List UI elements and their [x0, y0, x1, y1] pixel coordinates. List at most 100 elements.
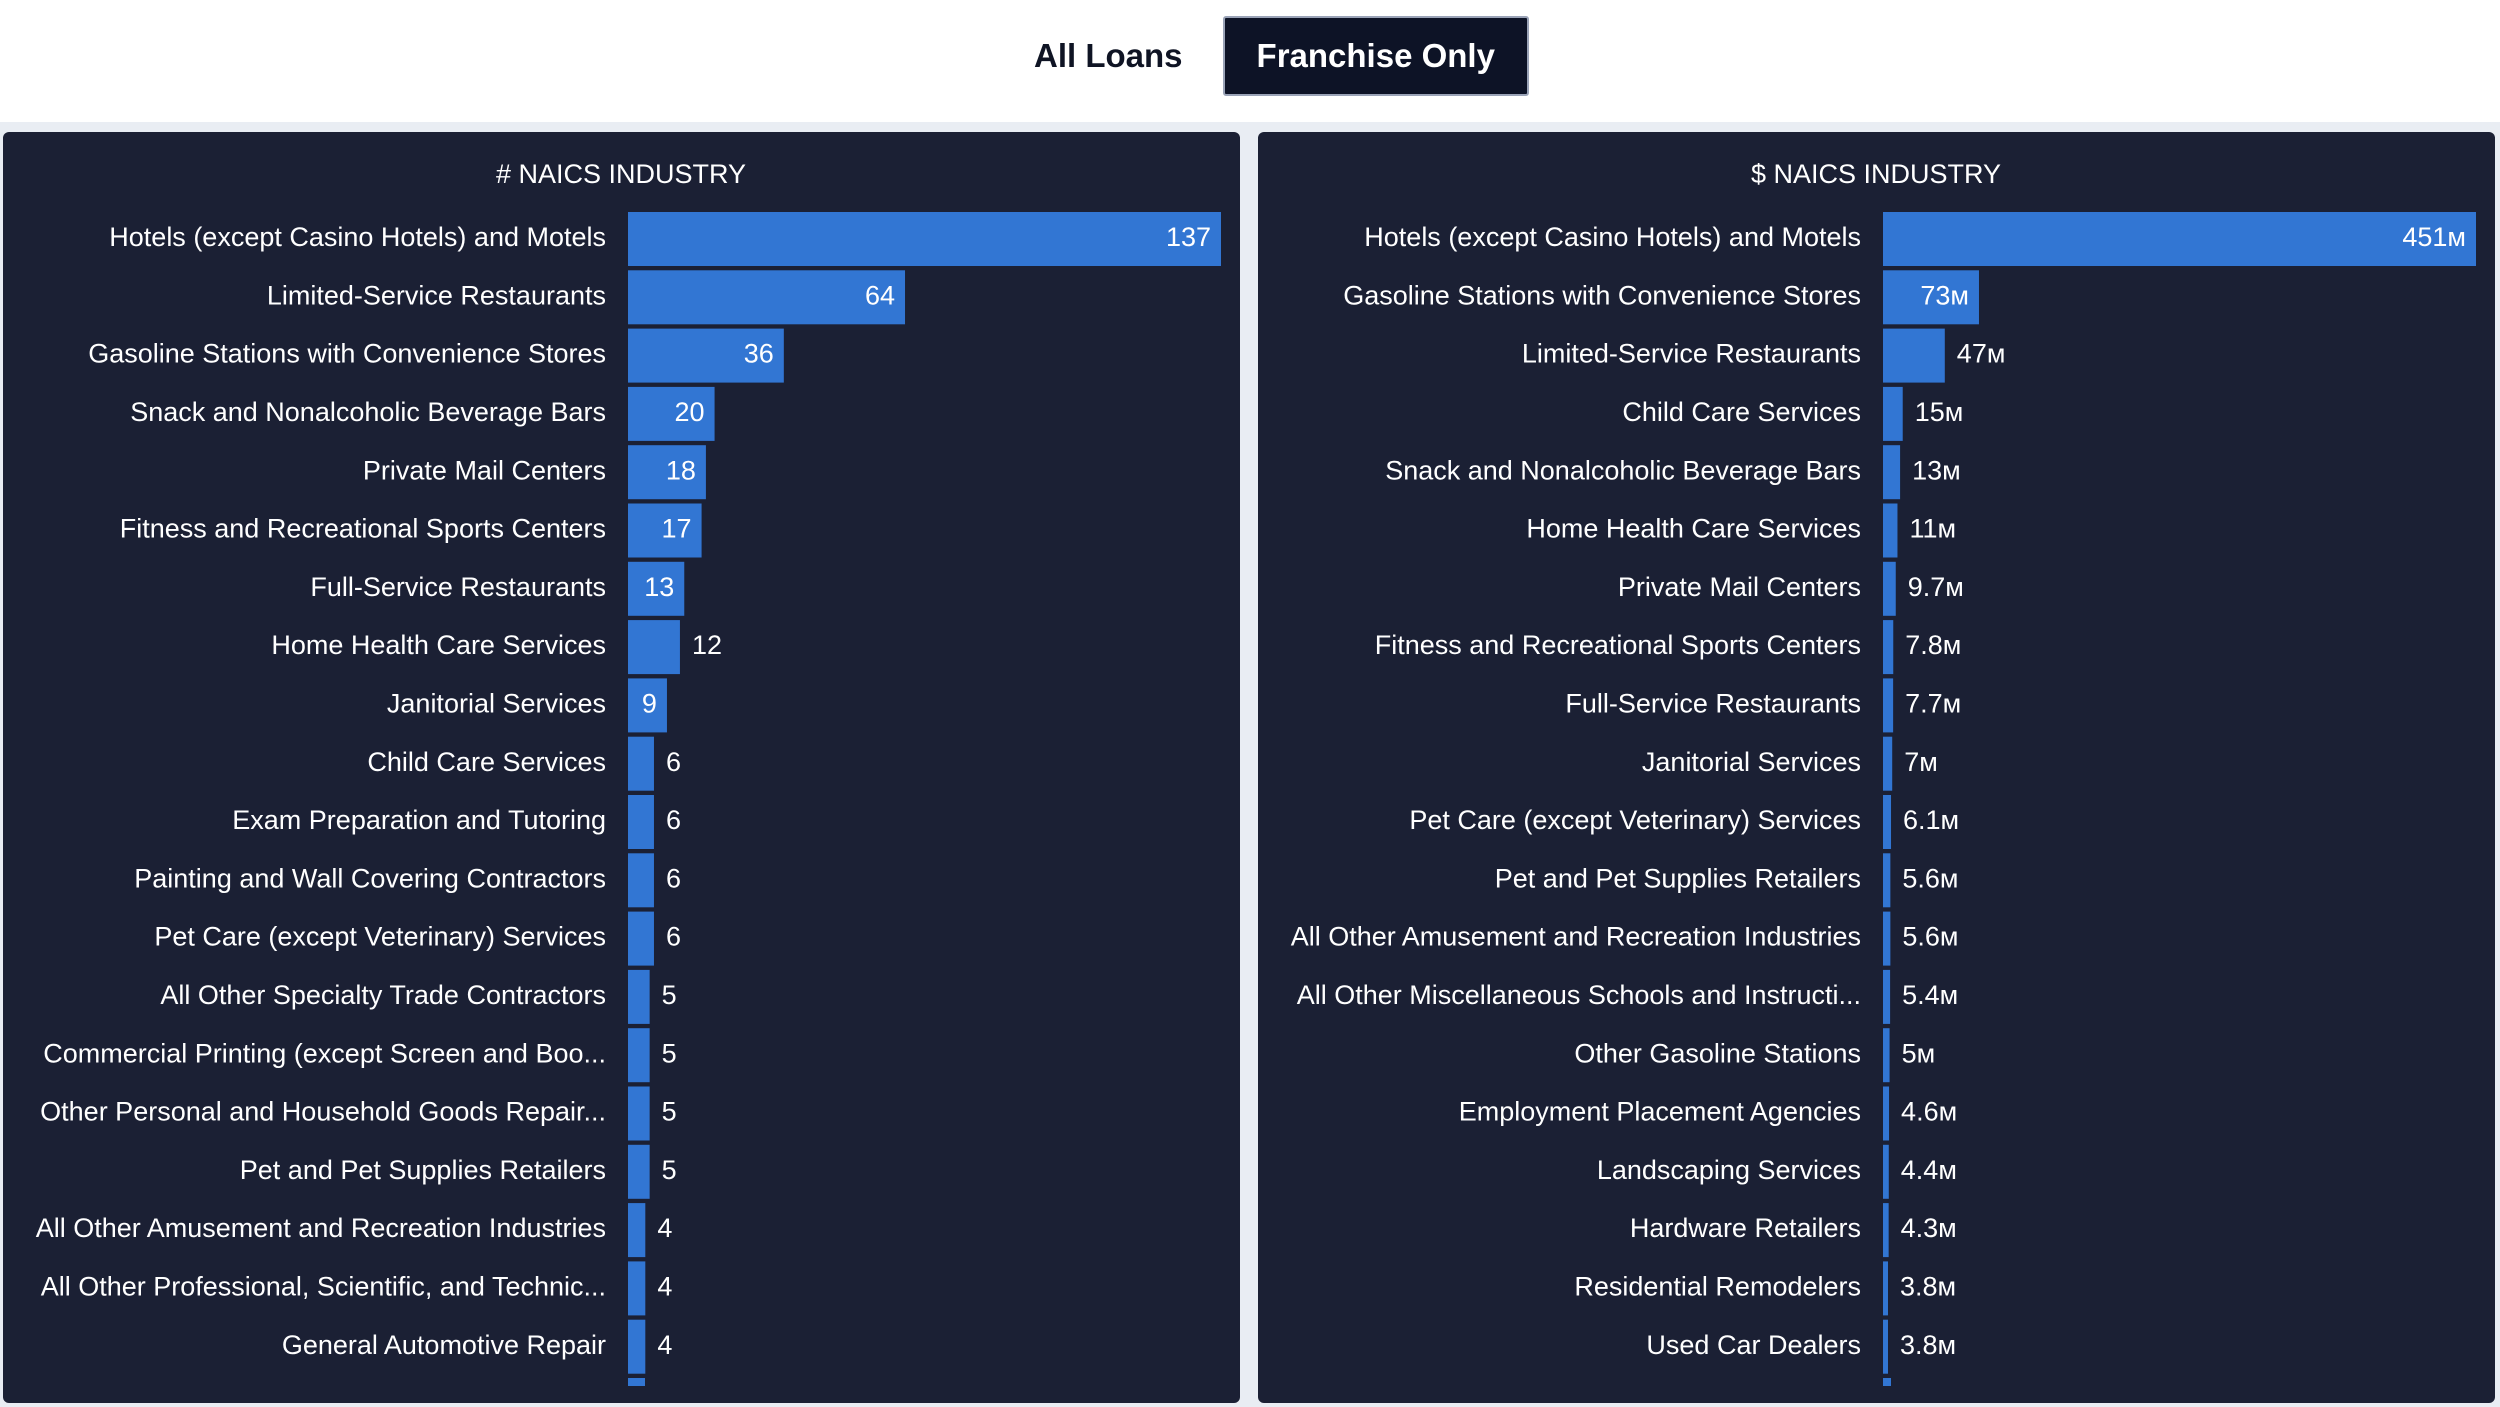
category-label: Private Mail Centers — [1618, 572, 1861, 602]
value-label: 7.7м — [1905, 689, 1961, 719]
bar[interactable] — [1883, 503, 1898, 558]
value-label: 6 — [666, 805, 681, 835]
value-label: 4.6м — [1901, 1097, 1957, 1127]
bars-group: Hotels (except Casino Hotels) and Motels… — [36, 212, 1221, 1386]
value-label: 4.4м — [1901, 1155, 1957, 1185]
value-label: 47м — [1957, 339, 2006, 369]
category-label: Limited-Service Restaurants — [1522, 339, 1861, 369]
chart-title: $ NAICS INDUSTRY — [1751, 159, 2001, 189]
bar[interactable] — [628, 911, 654, 966]
value-label: 5.6м — [1902, 922, 1958, 952]
value-label: 3.8м — [1900, 1330, 1956, 1360]
value-label: 17 — [662, 514, 692, 544]
bar[interactable] — [1883, 561, 1896, 616]
category-label: Exam Preparation and Tutoring — [232, 805, 606, 835]
category-label: General Automotive Repair — [282, 1330, 606, 1360]
value-label: 5 — [662, 1155, 677, 1185]
bar[interactable] — [628, 1028, 650, 1083]
value-label: 5.4м — [1902, 980, 1958, 1010]
category-label: Pet Care (except Veterinary) Services — [154, 922, 606, 952]
count-by-industry-chart: # NAICS INDUSTRY Hotels (except Casino H… — [36, 159, 1221, 1386]
bar[interactable] — [628, 1144, 650, 1199]
bar[interactable] — [1883, 853, 1891, 908]
category-label: Snack and Nonalcoholic Beverage Bars — [1385, 455, 1861, 485]
value-label: 20 — [675, 397, 705, 427]
value-label: 6 — [666, 863, 681, 893]
category-label: Painting and Wall Covering Contractors — [134, 863, 606, 893]
category-label: Full-Service Restaurants — [310, 572, 606, 602]
bar[interactable] — [1883, 1203, 1889, 1258]
bar[interactable] — [1883, 620, 1894, 675]
value-label: 7.8м — [1905, 630, 1961, 660]
bar[interactable] — [628, 445, 706, 500]
category-label: Other Personal and Household Goods Repai… — [40, 1097, 606, 1127]
value-label: 15м — [1915, 397, 1964, 427]
bar[interactable] — [1883, 736, 1893, 791]
category-label: Commercial Printing (except Screen and B… — [43, 1038, 606, 1068]
category-label: Gasoline Stations with Convenience Store… — [88, 339, 606, 369]
bar[interactable] — [1883, 678, 1894, 733]
value-label: 6.1м — [1903, 805, 1959, 835]
bar[interactable] — [628, 212, 1221, 266]
bars-group: Hotels (except Casino Hotels) and Motels… — [1291, 212, 2476, 1386]
value-label: 4 — [657, 1213, 672, 1243]
category-label: Private Mail Centers — [363, 455, 606, 485]
bar[interactable] — [1883, 270, 1979, 325]
bar[interactable] — [628, 270, 906, 325]
bar[interactable] — [628, 1086, 650, 1141]
bar[interactable] — [1883, 795, 1892, 849]
value-label: 5 — [662, 1038, 677, 1068]
filter-bar: All Loans Franchise Only — [0, 0, 2500, 122]
category-label: Pet and Pet Supplies Retailers — [1495, 863, 1861, 893]
category-label: Pet Care (except Veterinary) Services — [1409, 805, 1861, 835]
bar[interactable] — [628, 503, 702, 558]
bar[interactable] — [628, 1261, 646, 1316]
bar[interactable] — [1883, 1086, 1890, 1141]
category-label: All Other Professional, Scientific, and … — [41, 1272, 606, 1302]
bar[interactable] — [628, 620, 680, 675]
value-label: 18 — [666, 455, 696, 485]
bar[interactable] — [628, 969, 650, 1024]
bar[interactable] — [1883, 386, 1903, 441]
category-label: All Other Miscellaneous Schools and Inst… — [1297, 980, 1861, 1010]
value-label: 5м — [1902, 1038, 1936, 1068]
category-label: Snack and Nonalcoholic Beverage Bars — [130, 397, 606, 427]
all-loans-button[interactable]: All Loans — [1000, 16, 1217, 96]
bar[interactable] — [1883, 212, 2476, 266]
bar[interactable] — [628, 795, 654, 849]
category-label: Hotels (except Casino Hotels) and Motels — [1364, 222, 1861, 252]
value-label: 451м — [2402, 222, 2466, 252]
bar[interactable] — [1883, 328, 1945, 383]
bar[interactable] — [1883, 911, 1891, 966]
value-label: 3.8м — [1900, 1272, 1956, 1302]
value-label: 4.3м — [1901, 1213, 1957, 1243]
bar[interactable] — [1883, 1319, 1888, 1374]
bar[interactable] — [1883, 1028, 1890, 1083]
amount-by-industry-panel: $ NAICS INDUSTRY Hotels (except Casino H… — [1258, 132, 2495, 1403]
bar[interactable] — [628, 1203, 646, 1258]
value-label: 4 — [657, 1272, 672, 1302]
bar[interactable] — [1883, 1144, 1889, 1199]
bar[interactable] — [1883, 969, 1891, 1024]
bar[interactable] — [628, 328, 784, 383]
bar[interactable] — [628, 561, 685, 616]
value-label: 12 — [692, 630, 722, 660]
chart-title: # NAICS INDUSTRY — [496, 159, 746, 189]
bar[interactable] — [1883, 445, 1901, 500]
category-label: Limited-Service Restaurants — [267, 280, 606, 310]
bar[interactable] — [628, 736, 654, 791]
category-label: Full-Service Restaurants — [1565, 689, 1861, 719]
category-label: Home Health Care Services — [1526, 514, 1861, 544]
category-label: Janitorial Services — [1642, 747, 1861, 777]
bar[interactable] — [628, 386, 715, 441]
bar[interactable] — [1883, 1261, 1888, 1316]
bar[interactable] — [628, 678, 667, 733]
bar[interactable] — [628, 853, 654, 908]
franchise-only-button[interactable]: Franchise Only — [1222, 16, 1529, 96]
value-label: 9.7м — [1908, 572, 1964, 602]
category-label: All Other Amusement and Recreation Indus… — [1291, 922, 1861, 952]
value-label: 13м — [1912, 455, 1961, 485]
bar[interactable] — [628, 1319, 646, 1374]
value-label: 73м — [1920, 280, 1969, 310]
value-label: 7м — [1904, 747, 1938, 777]
